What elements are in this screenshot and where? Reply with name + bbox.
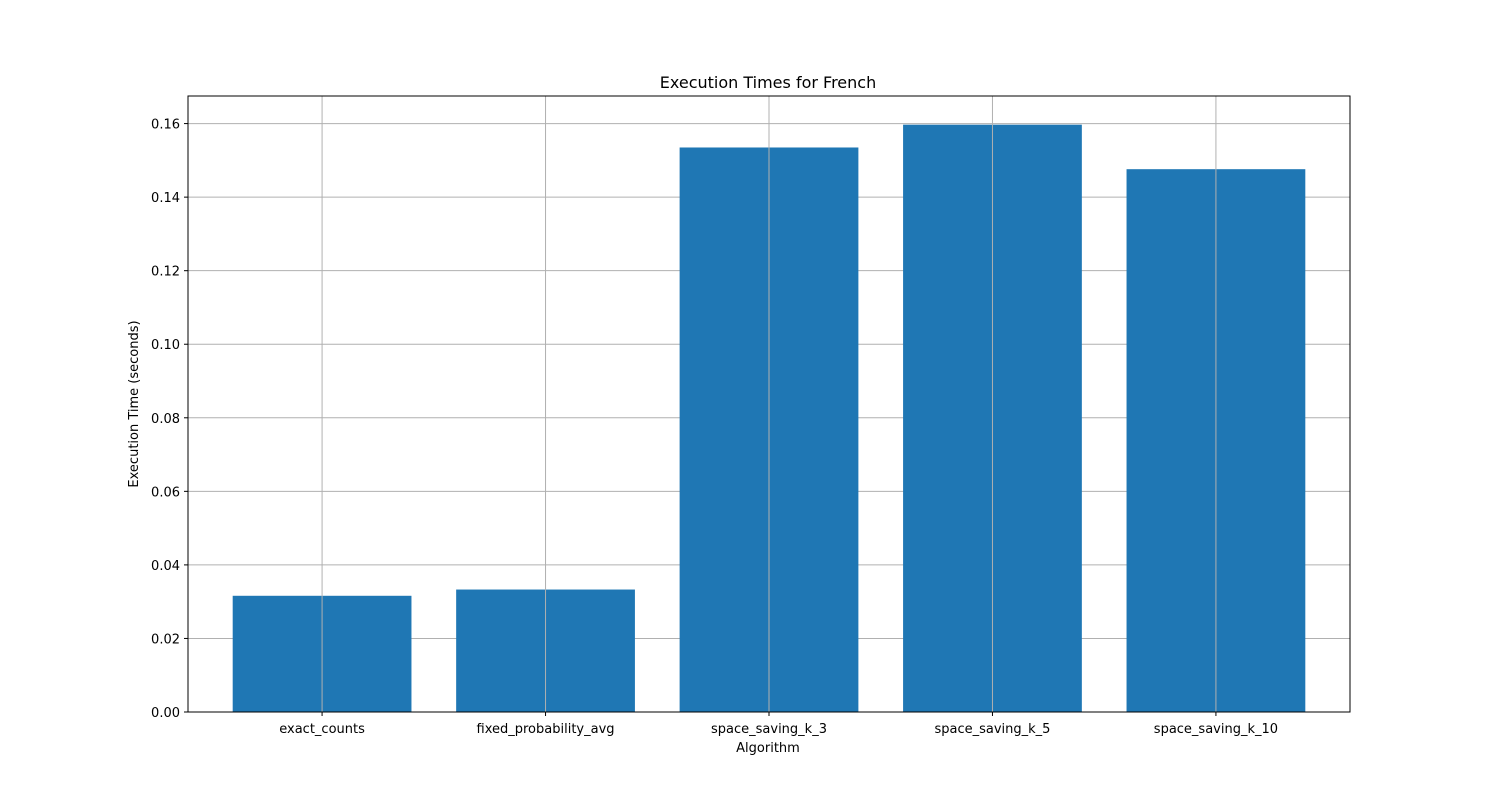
x-tick-label: fixed_probability_avg bbox=[477, 722, 615, 737]
y-tick-label: 0.02 bbox=[151, 632, 180, 647]
x-tick-label: space_saving_k_10 bbox=[1154, 722, 1278, 737]
y-tick-label: 0.08 bbox=[151, 412, 180, 427]
y-tick-label: 0.14 bbox=[151, 191, 180, 206]
chart-title: Execution Times for French bbox=[660, 73, 876, 92]
x-axis-ticks: exact_counts fixed_probability_avg space_s… bbox=[279, 712, 1278, 737]
y-tick-label: 0.00 bbox=[151, 706, 180, 721]
y-axis-label: Execution Time (seconds) bbox=[127, 320, 142, 487]
x-tick-label: exact_counts bbox=[279, 722, 365, 737]
y-tick-label: 0.16 bbox=[151, 118, 180, 133]
x-tick-label: space_saving_k_3 bbox=[711, 722, 827, 737]
y-tick-label: 0.04 bbox=[151, 559, 180, 574]
y-tick-label: 0.06 bbox=[151, 485, 180, 500]
x-tick-label: space_saving_k_5 bbox=[934, 722, 1050, 737]
vertical-grid-lines bbox=[321, 96, 1217, 712]
y-tick-label: 0.10 bbox=[151, 338, 180, 353]
x-axis-label: Algorithm bbox=[736, 741, 800, 756]
y-tick-label: 0.12 bbox=[151, 265, 180, 280]
y-axis-ticks: 0.00 0.02 0.04 0.06 0.08 0.10 0.12 0.14 0.16 bbox=[151, 118, 188, 721]
